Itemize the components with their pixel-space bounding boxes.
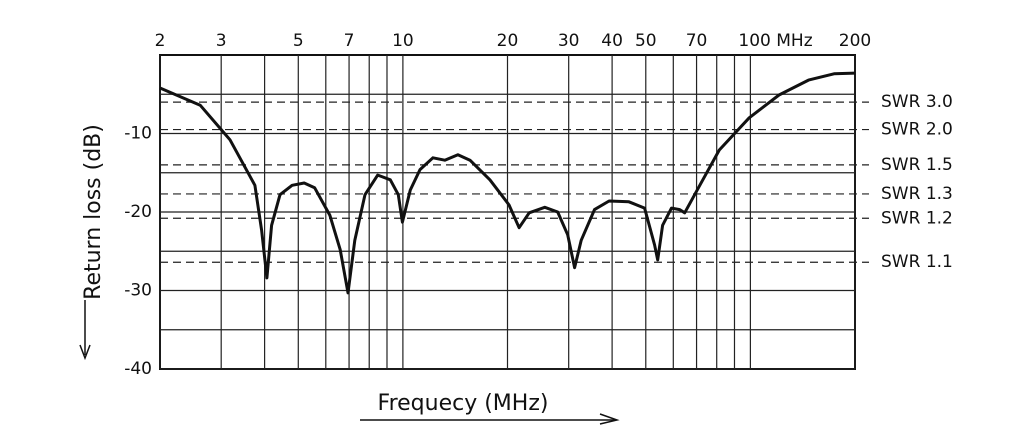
x-tick-label: 5 [293,31,304,51]
y-axis-label: Return loss (dB) [81,124,106,300]
y-tick-label: -10 [124,124,152,144]
y-tick-label: -40 [124,359,152,379]
swr-label: SWR 1.1 [881,252,953,272]
x-tick-label: 7 [344,31,355,51]
x-tick-label: 20 [497,31,519,51]
return-loss-line [159,71,856,295]
x-tick-label: 10 [392,31,414,51]
swr-label: SWR 3.0 [881,92,953,112]
x-tick-label: 40 [601,31,623,51]
x-tick-label: 50 [635,31,657,51]
x-arrow-head [599,413,620,425]
y-tick-label: -30 [124,281,152,301]
x-tick-label: 3 [216,31,227,51]
y-tick-label: -20 [124,202,152,222]
x-tick-label: 2 [155,31,166,51]
x-tick-label: 200 [839,31,871,51]
x-tick-label: 100 MHz [738,31,812,51]
y-arrow-head [79,344,91,361]
x-axis-label: Frequecy (MHz) [378,391,549,416]
swr-label: SWR 1.5 [881,155,953,175]
swr-label: SWR 2.0 [881,120,953,140]
x-tick-label: 70 [686,31,708,51]
swr-label: SWR 1.2 [881,208,953,228]
x-tick-label: 30 [558,31,580,51]
swr-label: SWR 1.3 [881,184,953,204]
